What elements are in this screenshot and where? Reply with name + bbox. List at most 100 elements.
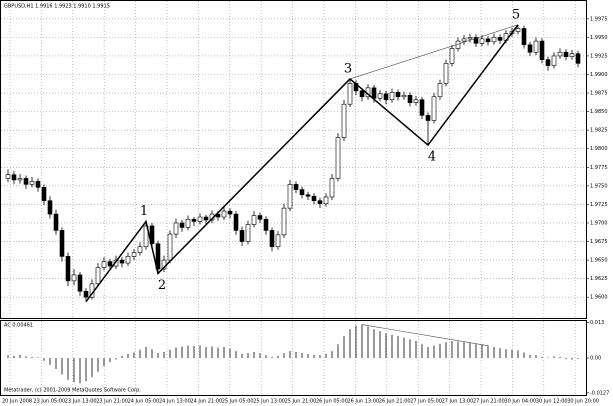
y-tick-label: 1.9850 [590, 109, 608, 115]
x-tick-label: 24 Jun 13:00 [159, 399, 191, 405]
candle-body [347, 83, 353, 105]
candle-body [467, 37, 473, 40]
x-tick-label: 27 Jun 21:00 [473, 399, 505, 405]
candle-body [275, 234, 281, 248]
candle-body [191, 218, 197, 222]
candle-body [299, 189, 305, 196]
trend-line [349, 24, 519, 80]
candle-body [491, 37, 497, 43]
candle-body [539, 40, 545, 60]
y-tick-label: 1.9800 [590, 146, 608, 152]
x-tick-label: 20 Jun 2008 [2, 399, 32, 405]
indicator-frame [0, 320, 587, 396]
candle-body [41, 187, 47, 202]
candle-body [311, 195, 317, 202]
y-tick-label: 1.9925 [590, 53, 608, 59]
candle-body [395, 92, 401, 98]
y-tick-label: 1.9950 [590, 35, 608, 41]
y-tick-label: 1.9675 [590, 239, 608, 245]
candle-body [221, 210, 227, 218]
candle-body [17, 178, 23, 181]
x-tick-label: 24 Jun 21:00 [190, 399, 222, 405]
candle-body [53, 213, 59, 231]
candle-body [287, 184, 293, 209]
candle-body [83, 290, 89, 298]
y-tick-label: 1.9650 [590, 258, 608, 264]
candle-body [197, 216, 203, 222]
candle-body [389, 92, 395, 101]
y-tick-label: 1.9625 [590, 276, 608, 282]
candle-body [227, 210, 233, 215]
y-tick-label: 1.9975 [590, 16, 608, 22]
y-tick-label: 1.9600 [590, 295, 608, 301]
candle-body [407, 94, 413, 104]
indicator-trend-line [361, 324, 489, 346]
y-tick-label: 1.9900 [590, 72, 608, 78]
wave-label: 3 [344, 61, 352, 76]
candle-body [203, 216, 209, 221]
candle-body [137, 246, 143, 253]
candle-body [149, 225, 155, 245]
candle-body [29, 181, 35, 185]
x-tick-label: 23 Jun 13:00 [65, 399, 97, 405]
candle-body [479, 38, 485, 44]
indicator-title: AC 0.00461 [4, 323, 33, 329]
candle-body [425, 115, 431, 121]
candle-body [155, 243, 161, 270]
y-tick-label: 1.9875 [590, 91, 608, 97]
candle-body [101, 261, 107, 268]
candle-body [269, 230, 275, 248]
candle-body [71, 274, 77, 282]
candle-body [143, 225, 149, 248]
candle-body [239, 230, 245, 242]
y-tick-label: 0.00 [590, 356, 601, 362]
candle-body [233, 213, 239, 231]
chart-title: GBPUSD,H1 1.9916 1.9923 1.9910 1.9915 [4, 4, 110, 10]
x-tick-label: 26 Jun 05:00 [316, 399, 348, 405]
y-tick-label: 1.9725 [590, 202, 608, 208]
candle-body [305, 194, 311, 197]
candle-body [563, 51, 569, 57]
candle-body [77, 274, 83, 292]
candle-body [59, 230, 65, 257]
candle-body [473, 37, 479, 44]
candle-body [515, 28, 521, 32]
y-tick-label: 1.9750 [590, 183, 608, 189]
candle-body [35, 181, 41, 188]
candle-body [443, 63, 449, 84]
x-tick-label: 27 Jun 13:00 [442, 399, 474, 405]
candle-body [5, 174, 11, 179]
x-tick-label: 23 Jun 05:00 [33, 399, 65, 405]
candle-body [323, 196, 329, 204]
candle-body [65, 256, 71, 282]
y-tick-label: 1.9700 [590, 220, 608, 226]
x-tick-label: 25 Jun 13:00 [253, 399, 285, 405]
candle-body [179, 222, 185, 228]
candle-body [497, 37, 503, 41]
candle-body [335, 137, 341, 179]
candle-body [413, 99, 419, 104]
candle-body [293, 184, 299, 190]
candle-body [257, 215, 263, 220]
x-tick-label: 30 Jun 04:00 [504, 399, 536, 405]
candle-body [173, 222, 179, 235]
candle-body [545, 59, 551, 66]
candle-body [131, 252, 137, 257]
candle-body [377, 93, 383, 99]
candle-body [317, 200, 323, 204]
x-tick-label: 25 Jun 21:00 [285, 399, 317, 405]
candle-body [527, 44, 533, 53]
wave-label: 1 [140, 204, 148, 219]
candle-body [107, 261, 113, 267]
y-tick-label: 1.9775 [590, 165, 608, 171]
candle-body [23, 178, 29, 185]
candle-body [125, 256, 131, 264]
x-tick-label: 27 Jun 05:00 [410, 399, 442, 405]
candle-body [569, 53, 575, 57]
x-tick-label: 25 Jun 05:00 [222, 399, 254, 405]
x-tick-label: 26 Jun 13:00 [347, 399, 379, 405]
zigzag-line [85, 24, 519, 303]
candle-body [47, 200, 53, 215]
candle-body [419, 99, 425, 116]
candle-body [341, 103, 347, 138]
